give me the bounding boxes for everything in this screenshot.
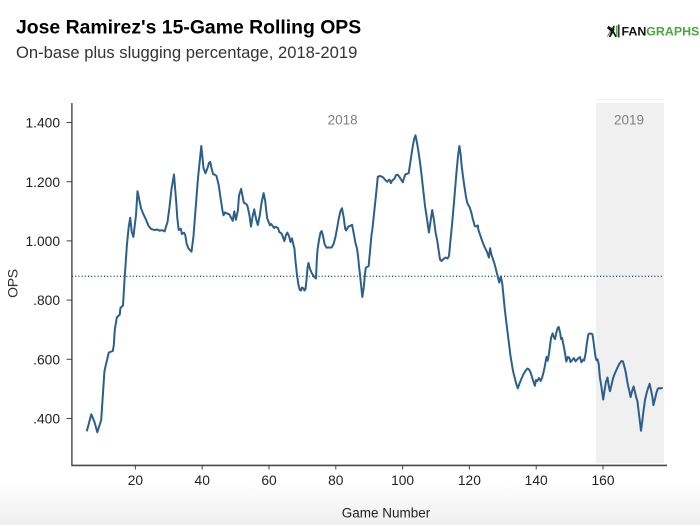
svg-text:60: 60 xyxy=(261,473,277,488)
svg-text:1.400: 1.400 xyxy=(25,116,60,131)
svg-text:FANGRAPHS: FANGRAPHS xyxy=(622,25,700,39)
svg-text:140: 140 xyxy=(525,473,548,488)
svg-text:40: 40 xyxy=(195,473,211,488)
svg-text:Jose Ramirez's 15-Game Rolling: Jose Ramirez's 15-Game Rolling OPS xyxy=(16,17,361,39)
svg-text:.400: .400 xyxy=(33,412,60,427)
svg-text:160: 160 xyxy=(591,473,614,488)
svg-text:100: 100 xyxy=(391,473,414,488)
svg-text:Game Number: Game Number xyxy=(342,505,431,520)
svg-text:2019: 2019 xyxy=(614,113,644,128)
svg-text:On-base plus slugging percenta: On-base plus slugging percentage, 2018-2… xyxy=(16,43,357,62)
svg-text:1.000: 1.000 xyxy=(25,234,60,249)
svg-text:.800: .800 xyxy=(33,293,60,308)
svg-text:20: 20 xyxy=(128,473,144,488)
svg-text:OPS: OPS xyxy=(5,269,21,298)
svg-text:2018: 2018 xyxy=(328,113,358,128)
svg-text:.600: .600 xyxy=(33,352,60,367)
svg-text:80: 80 xyxy=(328,473,344,488)
svg-text:120: 120 xyxy=(458,473,481,488)
svg-text:1.200: 1.200 xyxy=(25,175,60,190)
